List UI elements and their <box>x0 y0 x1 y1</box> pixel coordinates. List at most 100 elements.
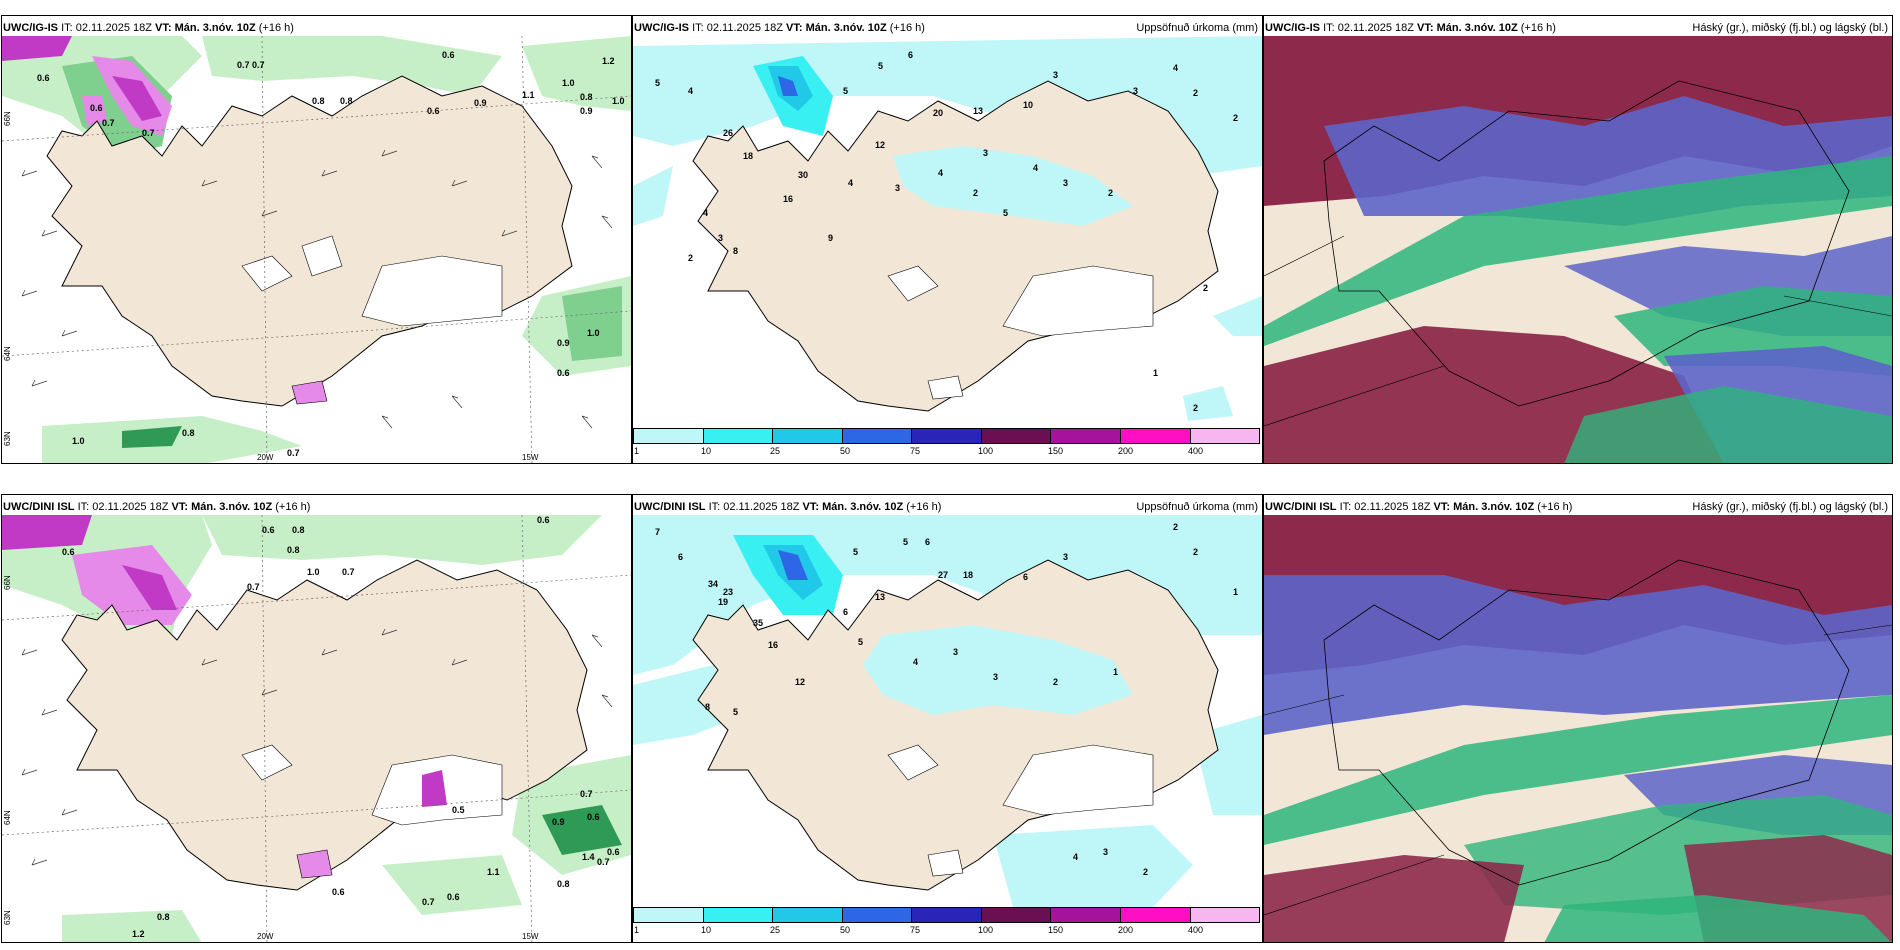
value-label: 0.6 <box>37 73 50 83</box>
value-label: 2 <box>1193 403 1198 413</box>
colorbar-cell <box>1120 429 1191 443</box>
value-label: 0.7 <box>247 582 260 592</box>
value-label: 12 <box>795 677 805 687</box>
colorbar-label: 25 <box>770 446 781 456</box>
value-label: 10 <box>1023 100 1033 110</box>
value-label: 0.9 <box>580 106 593 116</box>
cloud-map <box>1264 36 1892 463</box>
value-label: 4 <box>1173 63 1178 73</box>
value-label: 13 <box>875 592 885 602</box>
value-label: 1 <box>1153 368 1158 378</box>
value-label: 0.6 <box>90 103 103 113</box>
lat-label: 63N <box>3 910 12 925</box>
value-label: 6 <box>843 607 848 617</box>
colorbar-label: 200 <box>1118 446 1134 456</box>
colorbar-label: 10 <box>701 446 712 456</box>
colorbar-cell <box>981 429 1052 443</box>
value-label: 0.8 <box>580 92 593 102</box>
value-label: 4 <box>1033 163 1038 173</box>
value-label: 0.9 <box>474 98 487 108</box>
value-label: 0.6 <box>587 812 600 822</box>
value-label: 0.6 <box>62 547 75 557</box>
panel-header: UWC/IG-IS IT: 02.11.2025 18Z VT: Mán. 3.… <box>1265 22 1556 34</box>
value-label: 4 <box>688 86 693 96</box>
value-label: 23 <box>723 587 733 597</box>
wind-panel-ig-is: UWC/IG-IS IT: 02.11.2025 18Z VT: Mán. 3.… <box>1 15 632 464</box>
value-label: 16 <box>783 194 793 204</box>
wind-map: 0.6 0.7 0.7 0.6 0.8 0.6 0.9 1.1 1.0 0.8 … <box>2 36 631 463</box>
colorbar-cell <box>842 908 913 922</box>
value-label: 1.0 <box>72 436 85 446</box>
value-label: 26 <box>723 128 733 138</box>
value-label: 3 <box>983 148 988 158</box>
value-label: 0.8 <box>340 96 353 106</box>
precip-map: 6 5 5 4 5 12 20 13 10 3 4 3 2 2 3 4 3 2 … <box>633 36 1262 428</box>
panel-header: UWC/IG-IS IT: 02.11.2025 18Z VT: Mán. 3.… <box>634 22 925 34</box>
value-label: 18 <box>743 151 753 161</box>
value-label: 0.7 <box>597 857 610 867</box>
value-label: 0.5 <box>452 805 465 815</box>
value-label: 4 <box>1073 852 1078 862</box>
value-label: 12 <box>875 140 885 150</box>
value-label: 19 <box>718 597 728 607</box>
value-label: 0.7 <box>237 60 250 70</box>
value-label: 0.6 <box>262 525 275 535</box>
value-label: 2 <box>1233 113 1238 123</box>
value-label: 0.8 <box>312 96 325 106</box>
value-label: 5 <box>878 61 883 71</box>
colorbar-label: 200 <box>1118 925 1134 935</box>
colorbar-cell <box>703 429 774 443</box>
value-label: 8 <box>705 702 710 712</box>
value-label: 3 <box>1063 178 1068 188</box>
colorbar-label: 1 <box>634 925 640 935</box>
value-label: 0.6 <box>332 887 345 897</box>
panel-header: UWC/DINI ISL IT: 02.11.2025 18Z VT: Mán.… <box>1265 501 1573 513</box>
value-label: 1.0 <box>307 567 320 577</box>
value-label: 0.6 <box>557 368 570 378</box>
value-label: 18 <box>963 570 973 580</box>
colorbar-label: 50 <box>840 446 851 456</box>
value-label: 0.7 <box>252 60 265 70</box>
colorbar-label: 100 <box>978 446 994 456</box>
value-label: 0.8 <box>287 545 300 555</box>
lon-label: 20W <box>257 932 274 941</box>
value-label: 34 <box>708 579 718 589</box>
colorbar-labels: 1 10 25 50 75 100 150 200 400 <box>633 925 1260 937</box>
value-label: 2 <box>1143 867 1148 877</box>
panel-title-right: Uppsöfnuð úrkoma (mm) <box>1136 22 1258 34</box>
colorbar-cell <box>912 429 982 443</box>
value-label: 9 <box>828 233 833 243</box>
value-label: 1 <box>1113 667 1118 677</box>
value-label: 8 <box>733 246 738 256</box>
colorbar-label: 400 <box>1188 925 1204 935</box>
value-label: 20 <box>933 108 943 118</box>
value-label: 30 <box>798 170 808 180</box>
value-label: 5 <box>843 86 848 96</box>
colorbar-labels: 1 10 25 50 75 100 150 200 400 <box>633 446 1260 458</box>
colorbar-cell <box>773 908 843 922</box>
colorbar-cell <box>703 908 774 922</box>
value-label: 5 <box>655 78 660 88</box>
value-label: 0.6 <box>442 50 455 60</box>
value-label: 6 <box>925 537 930 547</box>
value-label: 0.6 <box>537 515 550 525</box>
value-label: 0.6 <box>607 847 620 857</box>
value-label: 5 <box>733 707 738 717</box>
panel-header: UWC/IG-IS IT: 02.11.2025 18Z VT: Mán. 3.… <box>3 22 294 34</box>
value-label: 2 <box>1173 522 1178 532</box>
colorbar-label: 25 <box>770 925 781 935</box>
value-label: 3 <box>718 233 723 243</box>
value-label: 2 <box>973 188 978 198</box>
value-label: 0.6 <box>447 892 460 902</box>
colorbar-label: 150 <box>1048 446 1064 456</box>
colorbar-cell <box>773 429 843 443</box>
colorbar-label: 100 <box>978 925 994 935</box>
cloud-panel-ig-is: UWC/IG-IS IT: 02.11.2025 18Z VT: Mán. 3.… <box>1263 15 1893 464</box>
value-label: 1 <box>1233 587 1238 597</box>
panel-header: UWC/DINI ISL IT: 02.11.2025 18Z VT: Mán.… <box>3 501 311 513</box>
value-label: 7 <box>655 527 660 537</box>
colorbar-label: 400 <box>1188 446 1204 456</box>
precip-map: 7 6 5 6 5 13 27 18 6 3 2 2 1 34 23 19 35… <box>633 515 1262 907</box>
value-label: 2 <box>1108 188 1113 198</box>
wind-map: 0.6 0.6 0.8 0.8 0.6 0.7 0.7 1.0 0.5 0.7 … <box>2 515 631 942</box>
